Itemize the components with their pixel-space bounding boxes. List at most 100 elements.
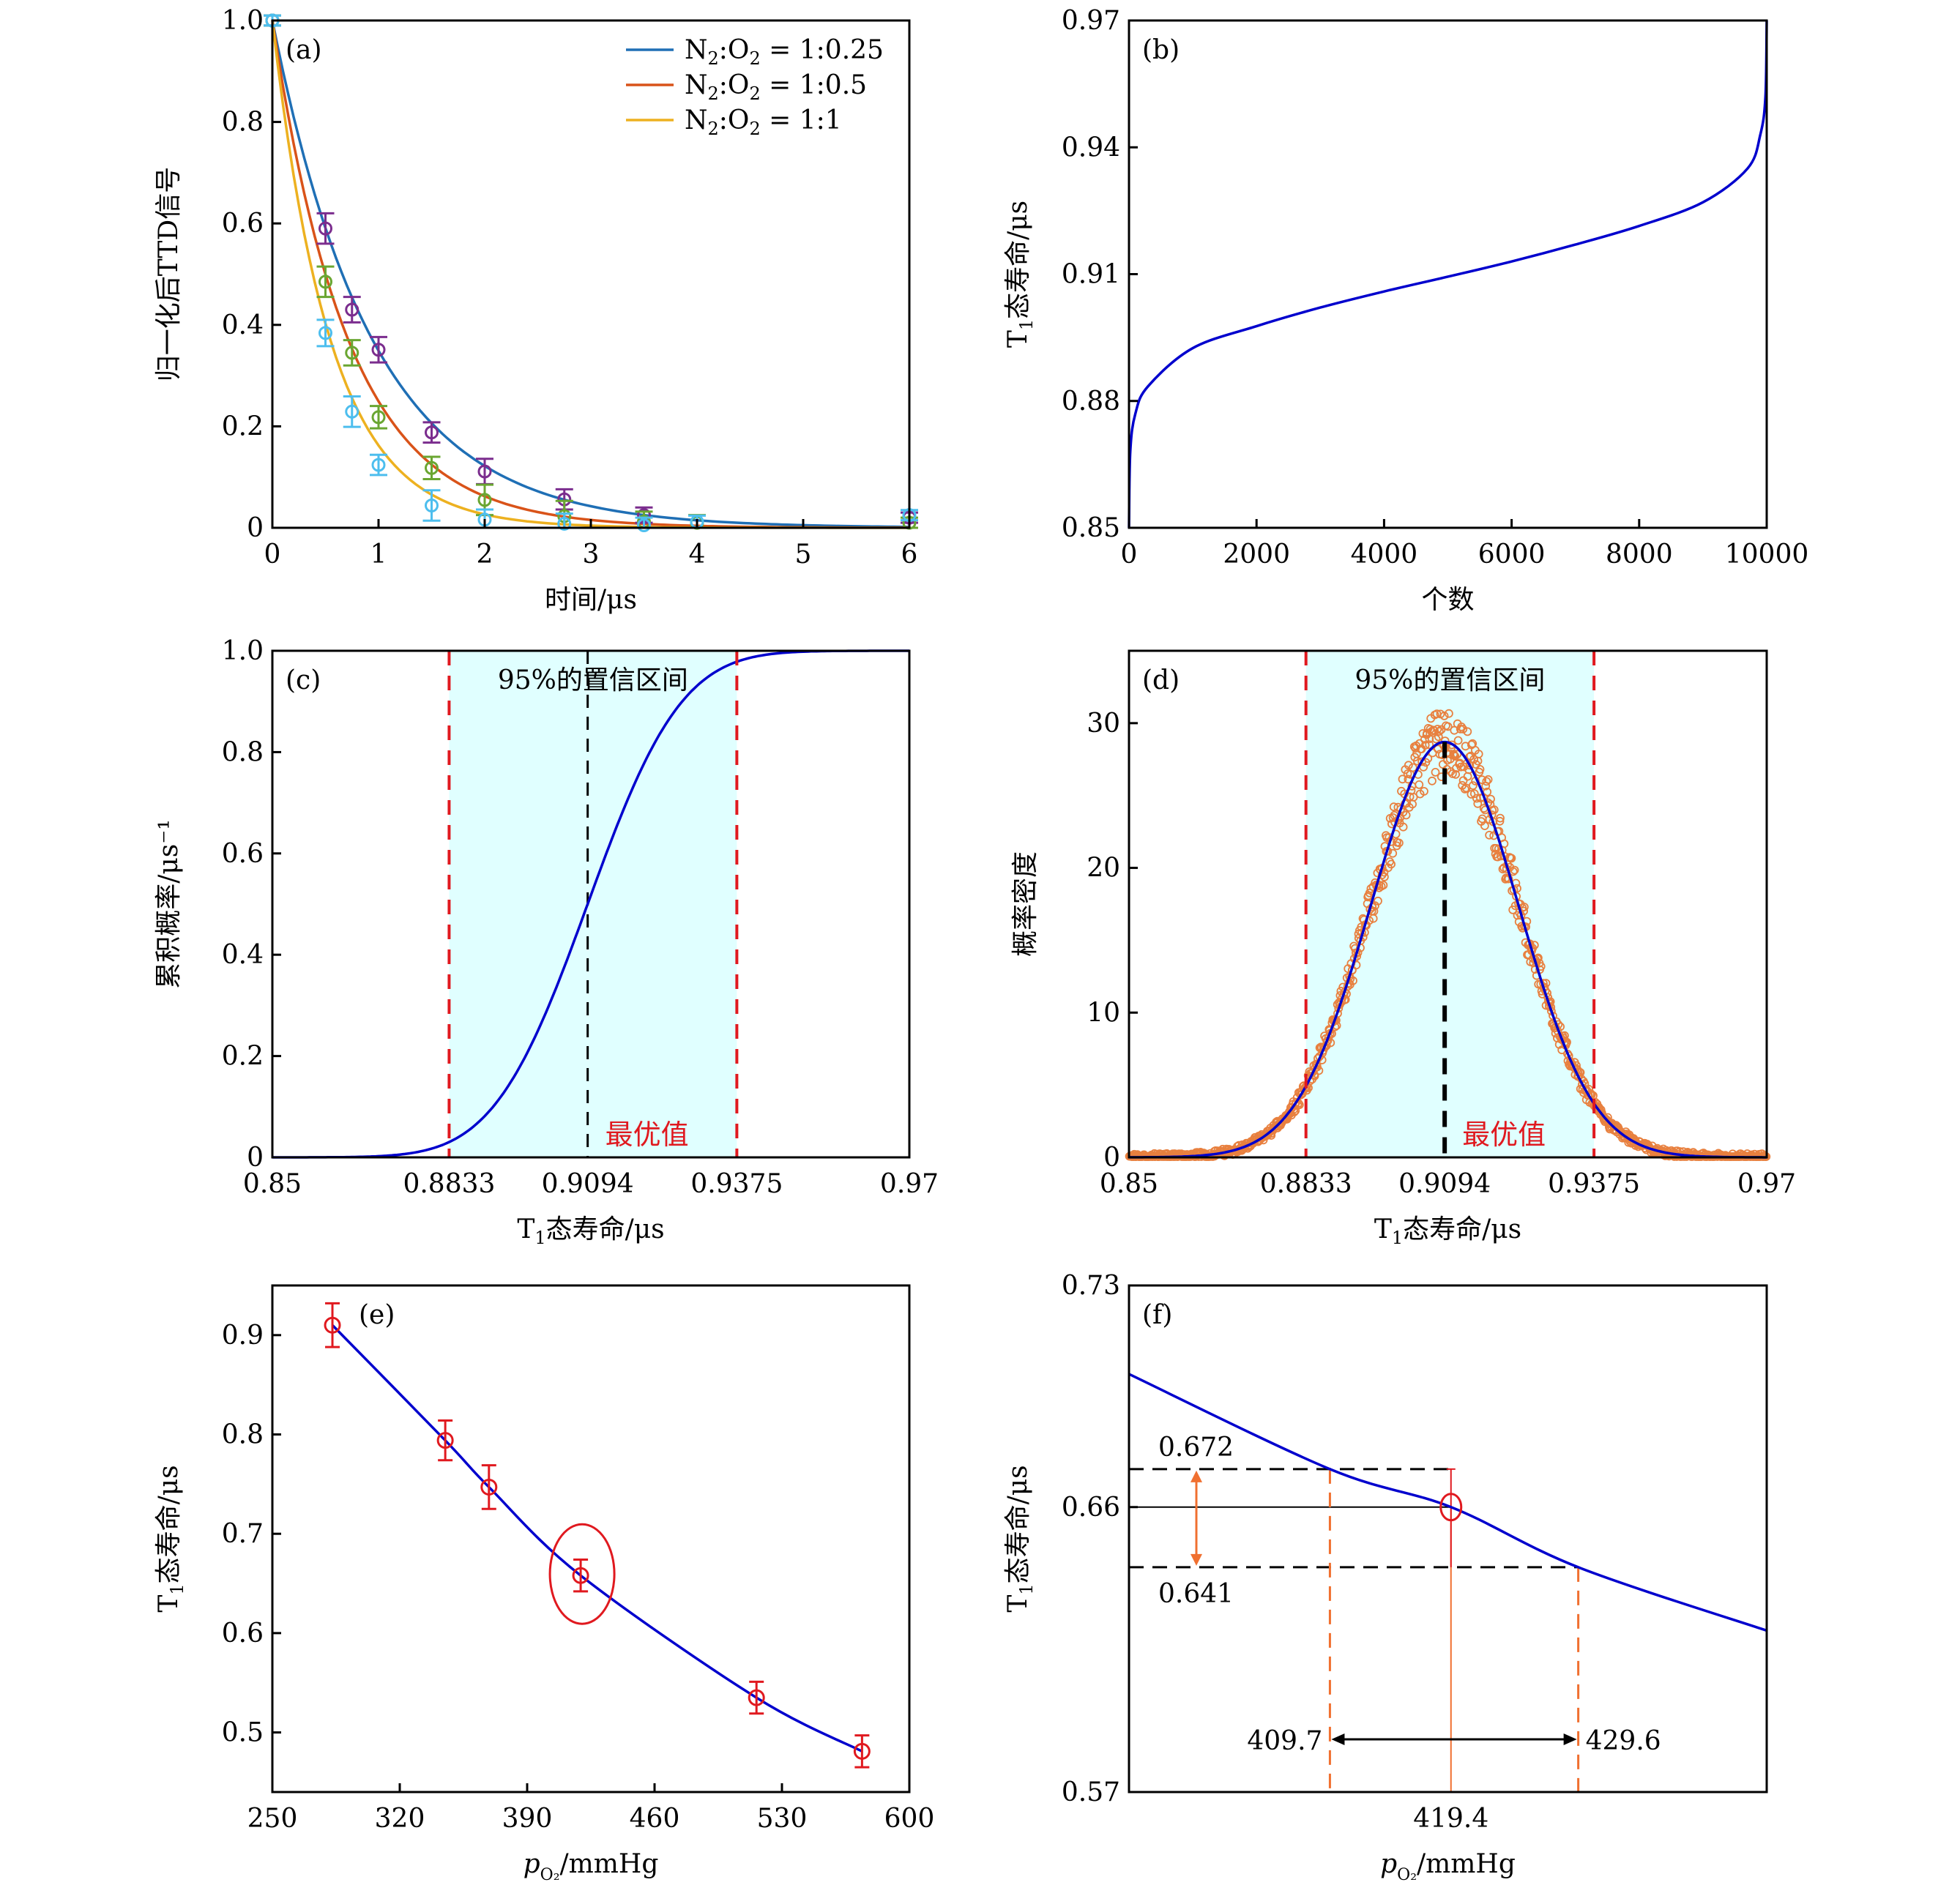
legend-pre: N: [685, 35, 708, 65]
legend-sub2: 2: [749, 119, 760, 139]
x-range-arrowhead-left: [1331, 1733, 1345, 1745]
scatter-point: [1489, 805, 1499, 815]
scatter-point: [1450, 752, 1460, 761]
y-tick-label: 0.2: [222, 411, 264, 441]
scatter-point: [1434, 732, 1443, 742]
y-tick-label: 0.97: [1062, 6, 1120, 36]
data-point-series-1: [371, 410, 386, 425]
scatter-point: [1564, 1051, 1573, 1061]
legend-entry: N2:O2 = 1:0.5: [685, 70, 867, 104]
x-tick-label: 390: [502, 1804, 553, 1834]
legend-sub1: 2: [708, 119, 719, 139]
data-point-series-2: [345, 404, 359, 419]
upper-bound-label: 0.672: [1158, 1433, 1234, 1463]
data-point-series-0: [345, 302, 359, 317]
y-tick-label: 0: [1103, 1143, 1120, 1173]
scatter-point: [1469, 755, 1479, 764]
x-tick-label: 10000: [1725, 540, 1809, 570]
data-point-series-1: [425, 460, 439, 475]
data-point: [1439, 1493, 1463, 1522]
data-point-series-0: [371, 343, 386, 357]
scatter-point: [1408, 763, 1417, 772]
scatter-point: [1431, 768, 1440, 777]
y-tick-label: 0.8: [222, 108, 264, 138]
x-tick-label: 600: [884, 1804, 935, 1834]
y-tick-label: 0.6: [222, 839, 264, 869]
x-title-rest: /mmHg: [560, 1849, 659, 1879]
y-tick-label: 0: [247, 513, 264, 543]
scatter-point: [1453, 750, 1462, 759]
y-tick-label: 0.8: [222, 1420, 264, 1450]
best-value-label: 最优值: [1462, 1119, 1546, 1151]
scatter-point: [1398, 774, 1407, 784]
scatter-point: [1451, 770, 1460, 779]
scatter-point: [1380, 873, 1389, 881]
y-axis-title: T1态寿命/μs: [1003, 1465, 1037, 1612]
x-tick-label: 0.9375: [1548, 1169, 1640, 1199]
scatter-point: [1445, 709, 1453, 718]
x-tick-label: 2000: [1223, 540, 1290, 570]
x-tick-label: 8000: [1606, 540, 1673, 570]
scatter-point: [1398, 822, 1408, 832]
legend-post: = 1:1: [761, 105, 842, 135]
x-tick-label: 4000: [1351, 540, 1418, 570]
data-point: [480, 1478, 498, 1496]
x-tick-label: 530: [757, 1804, 808, 1834]
panel-label: (f): [1142, 1300, 1172, 1330]
x-tick-label: 3: [583, 540, 600, 570]
legend-sub1: 2: [708, 48, 719, 69]
panel-e-frame: [271, 1284, 911, 1793]
pdf-fit-line: [1129, 740, 1767, 1159]
y-tick-label: 0.6: [222, 1619, 264, 1649]
data-point-series-2: [425, 499, 439, 513]
x-axis-title: T1态寿命/μs: [517, 1214, 664, 1248]
x-axis-title: pO₂/mmHg: [1380, 1849, 1516, 1884]
legend-entry: N2:O2 = 1:0.25: [685, 35, 884, 69]
x-tick-label: 320: [375, 1804, 425, 1834]
data-point-series-2: [371, 458, 386, 472]
y-tick-label: 0: [247, 1143, 264, 1173]
scatter-point: [1374, 896, 1382, 906]
x-title-sub: 1: [534, 1228, 545, 1248]
x-range-arrowhead-right: [1563, 1733, 1577, 1745]
x-tick-label: 0.85: [1100, 1169, 1158, 1199]
x-tick-label: 0: [1121, 540, 1138, 570]
y-axis-title: 累积概率/μs⁻¹: [154, 819, 184, 988]
scatter-point: [1409, 793, 1418, 802]
y-tick-label: 0.6: [222, 209, 264, 239]
x-title-main: p: [1380, 1849, 1397, 1879]
x-title-sub: 1: [1392, 1228, 1403, 1248]
fit-line: [331, 1324, 863, 1753]
fit-line: [1128, 1373, 1767, 1632]
legend-pre: N: [685, 70, 708, 100]
y-tick-label: 0.88: [1062, 387, 1120, 417]
x-tick-label: 5: [795, 540, 812, 570]
y-tick-label: 0.8: [222, 737, 264, 767]
best-value-label: 最优值: [605, 1119, 689, 1151]
data-point: [572, 1567, 589, 1584]
legend-post: = 1:0.25: [761, 35, 884, 65]
y-range-arrowhead-up: [1190, 1470, 1202, 1482]
data-point: [436, 1432, 454, 1449]
scatter-point: [1415, 739, 1424, 748]
legend-sub2: 2: [749, 83, 760, 104]
scatter-point: [1486, 794, 1495, 804]
panel-label: (d): [1142, 665, 1180, 695]
y-tick-label: 0.91: [1062, 260, 1120, 290]
scatter-point: [1401, 810, 1411, 820]
y-title-main: T: [154, 1595, 184, 1613]
y-tick-label: 10: [1087, 998, 1120, 1028]
scatter-point: [1457, 723, 1466, 731]
y-tick-label: 0.94: [1062, 132, 1120, 163]
y-tick-label: 0.4: [222, 940, 264, 970]
y-tick-label: 1.0: [222, 636, 264, 666]
scatter-point: [1480, 821, 1489, 830]
y-title-rest: 态寿命/μs: [1003, 1465, 1033, 1583]
scatter-point: [1478, 775, 1487, 785]
x-tick-label: 0.9375: [690, 1169, 783, 1199]
scatter-point: [1458, 725, 1468, 734]
ci-label: 95%的置信区间: [1355, 665, 1545, 695]
